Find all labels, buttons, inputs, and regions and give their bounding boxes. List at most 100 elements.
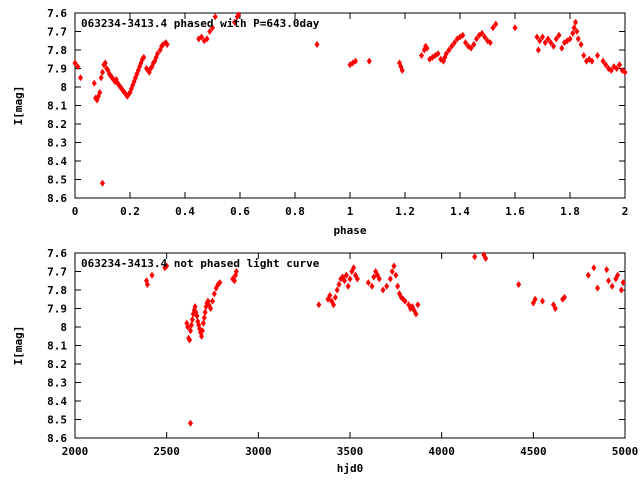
x-tick-label: 3500 (337, 445, 364, 458)
data-point (200, 319, 206, 327)
data-point (354, 275, 360, 283)
data-point (419, 52, 424, 60)
data-point (614, 65, 620, 72)
data-point (78, 74, 83, 82)
y-tick-label: 7.9 (47, 63, 67, 76)
data-point (199, 33, 204, 41)
data-point (212, 13, 218, 21)
data-point (91, 79, 97, 87)
data-point (376, 275, 382, 283)
data-point (389, 268, 395, 275)
data-point (102, 59, 108, 67)
data-point (353, 57, 358, 65)
data-point (395, 282, 401, 290)
y-tick-label: 7.9 (47, 303, 67, 316)
data-point (415, 301, 421, 309)
data-point (141, 53, 147, 61)
data-point (316, 301, 322, 309)
data-point (571, 24, 577, 32)
data-point (490, 24, 496, 32)
data-point (97, 89, 103, 97)
y-tick-label: 8.2 (47, 118, 67, 131)
data-point (573, 18, 578, 26)
data-point (618, 286, 624, 294)
data-point (327, 292, 333, 300)
data-point (424, 44, 430, 52)
data-point (164, 262, 170, 270)
unphased-light-curve-chart: 7.6 7.7 7.8 7.9 8 8.1 8.2 8.3 8.4 8.5 8.6 2000 2500… (12, 247, 638, 475)
phased-light-curve-chart: 7.67.77.87.988.18.28.38.48.58.6 0 0.2 0.4 0… (12, 7, 628, 237)
y-tick-label: 8.3 (47, 377, 67, 390)
data-point (393, 271, 399, 279)
x-tick-label: 0.6 (230, 205, 250, 218)
data-point (487, 39, 493, 47)
y-tick-label: 8.5 (47, 414, 67, 427)
data-point (187, 336, 193, 344)
data-point (595, 284, 600, 292)
data-point (144, 280, 150, 288)
data-point (540, 33, 545, 41)
chart-title: 063234-3413.4 phased with P=643.0day (81, 17, 320, 30)
data-point (399, 66, 405, 74)
y-tick-label: 8.6 (47, 432, 67, 445)
data-point (468, 44, 474, 52)
y-tick-label: 8.1 (47, 100, 67, 113)
data-point (207, 28, 213, 35)
data-point (443, 50, 449, 58)
data-point (551, 42, 556, 50)
y-tick-label: 8 (60, 81, 67, 94)
data-point (615, 271, 621, 279)
data-point (608, 66, 614, 74)
data-point (188, 419, 193, 427)
data-point (413, 310, 419, 318)
data-point (345, 282, 351, 290)
data-point (452, 39, 457, 47)
data-point (100, 179, 105, 187)
data-point (595, 52, 600, 60)
data-point (164, 40, 170, 48)
data-point (535, 46, 541, 54)
data-point (604, 266, 610, 274)
y-axis-label: I[mag] (12, 86, 25, 126)
y-axis-ticks: 7.6 7.7 7.8 7.9 8 8.1 8.2 8.3 8.4 8.5 8.6 (47, 247, 625, 445)
data-point (72, 59, 78, 67)
plot-frame (74, 12, 626, 199)
data-point (331, 301, 336, 309)
data-point (591, 264, 597, 272)
data-point (342, 277, 347, 285)
data-point (387, 275, 393, 283)
x-tick-label: 0.2 (120, 205, 140, 218)
data-point (493, 20, 499, 28)
data-point (567, 35, 573, 43)
data-point (75, 63, 81, 71)
data-point (479, 29, 485, 37)
y-tick-label: 8.6 (47, 192, 67, 205)
data-point (472, 253, 478, 261)
y-tick-label: 7.8 (47, 284, 67, 297)
y-tick-label: 8 (60, 321, 67, 334)
data-point (556, 31, 562, 39)
y-tick-label: 8.5 (47, 174, 67, 187)
data-point (210, 24, 215, 32)
data-point (194, 312, 200, 320)
x-tick-label: 0.8 (285, 205, 305, 218)
data-point (603, 61, 609, 69)
data-point (606, 277, 611, 285)
data-point (201, 314, 207, 322)
data-point (540, 297, 545, 305)
data-point (548, 39, 554, 47)
data-point (188, 327, 193, 335)
data-point (570, 29, 576, 37)
data-point (232, 277, 237, 285)
x-axis-ticks: 2000 2500 3000 3500 4000 4500 5000 (62, 253, 638, 458)
y-tick-label: 7.7 (47, 26, 67, 39)
chart-title: 063234-3413.4 not phased light curve (81, 257, 320, 270)
x-tick-label: 1.2 (395, 205, 415, 218)
data-point (347, 61, 353, 69)
data-point (449, 42, 455, 50)
y-axis-label: I[mag] (12, 326, 25, 366)
data-point (208, 305, 214, 312)
data-point (202, 308, 208, 316)
data-point (234, 13, 240, 21)
